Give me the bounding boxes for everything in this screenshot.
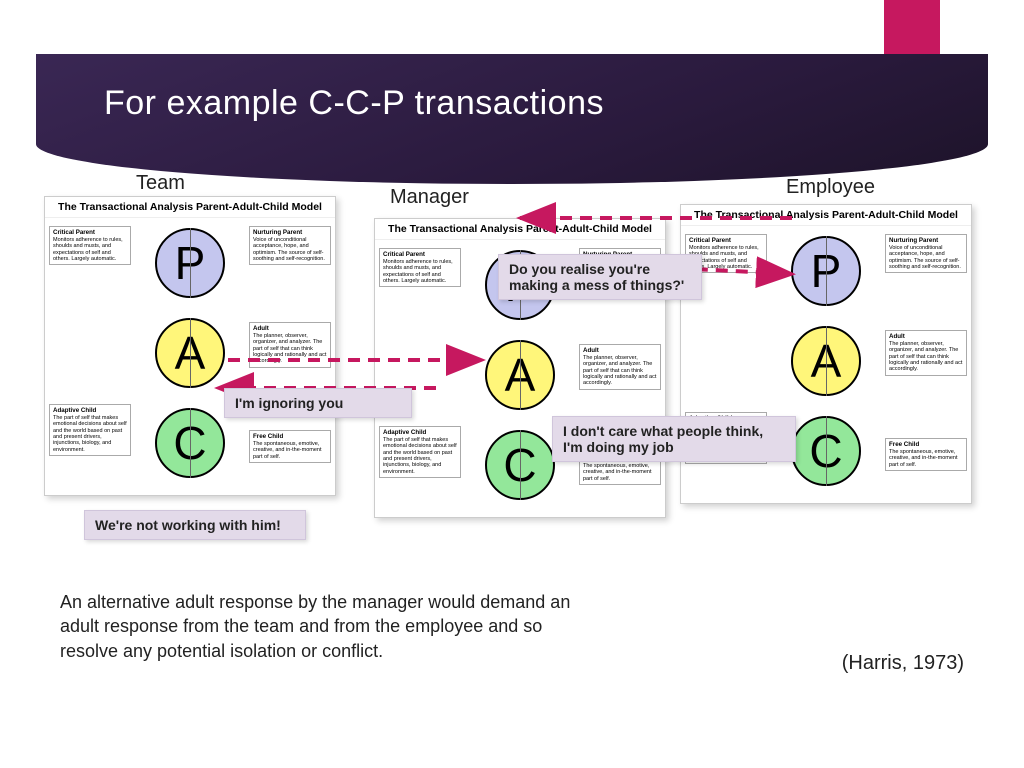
desc-free child: Free ChildThe spontaneous, emotive, crea… xyxy=(885,438,967,471)
parent-circle: P xyxy=(791,236,861,306)
desc-adult: AdultThe planner, observer, organizer, a… xyxy=(579,344,661,390)
role-label-manager: Manager xyxy=(390,186,469,209)
desc-adult: AdultThe planner, observer, organizer, a… xyxy=(885,330,967,376)
citation: (Harris, 1973) xyxy=(842,652,964,675)
pac-card-title: The Transactional Analysis Parent-Adult-… xyxy=(45,197,335,218)
callout-realise: Do you realise you're making a mess of t… xyxy=(498,254,702,300)
desc-nurturing parent: Nurturing ParentVoice of unconditional a… xyxy=(249,226,331,265)
child-circle: C xyxy=(485,430,555,500)
adult-circle: A xyxy=(791,326,861,396)
desc-adult: AdultThe planner, observer, organizer, a… xyxy=(249,322,331,368)
child-circle: C xyxy=(791,416,861,486)
callout-notworking: We're not working with him! xyxy=(84,510,306,540)
title-banner: For example C-C-P transactions xyxy=(36,54,988,184)
adult-circle: A xyxy=(485,340,555,410)
desc-adaptive child: Adaptive ChildThe part of self that make… xyxy=(49,404,131,456)
slide-title: For example C-C-P transactions xyxy=(104,84,920,123)
adult-circle: A xyxy=(155,318,225,388)
parent-circle: P xyxy=(155,228,225,298)
desc-nurturing parent: Nurturing ParentVoice of unconditional a… xyxy=(885,234,967,273)
role-label-employee: Employee xyxy=(786,176,875,199)
child-circle: C xyxy=(155,408,225,478)
role-label-team: Team xyxy=(136,172,185,195)
desc-free child: Free ChildThe spontaneous, emotive, crea… xyxy=(249,430,331,463)
pac-card-title: The Transactional Analysis Parent-Adult-… xyxy=(375,219,665,240)
desc-adaptive child: Adaptive ChildThe part of self that make… xyxy=(379,426,461,478)
desc-critical parent: Critical ParentMonitors adherence to rul… xyxy=(49,226,131,265)
desc-critical parent: Critical ParentMonitors adherence to rul… xyxy=(379,248,461,287)
callout-dontcare: I don't care what people think, I'm doin… xyxy=(552,416,796,462)
pac-card-title: The Transactional Analysis Parent-Adult-… xyxy=(681,205,971,226)
callout-ignoring: I'm ignoring you xyxy=(224,388,412,418)
explanation-text: An alternative adult response by the man… xyxy=(60,590,580,663)
pac-card-team: The Transactional Analysis Parent-Adult-… xyxy=(44,196,336,496)
